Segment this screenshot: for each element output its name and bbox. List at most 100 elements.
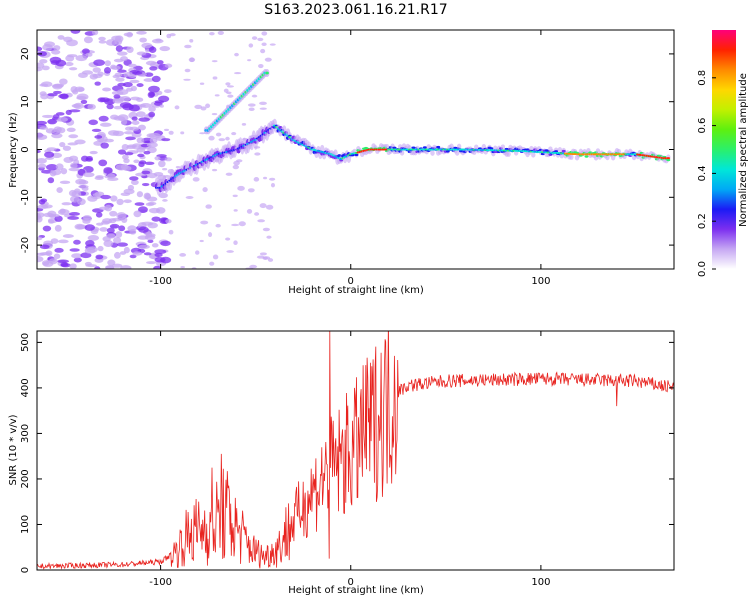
heatmap-cell: [209, 261, 215, 266]
heatmap-cell: [103, 167, 113, 174]
heatmap-cell: [180, 265, 185, 269]
heatmap-cell: [136, 30, 147, 35]
heatmap-cell: [168, 130, 174, 135]
heatmap-cell: [263, 176, 268, 180]
heatmap-cell: [37, 158, 47, 164]
heatmap-cell: [232, 164, 240, 170]
heatmap-cell: [59, 208, 66, 214]
heatmap-cell: [68, 67, 78, 71]
heatmap-cell: [137, 153, 145, 158]
heatmap-cell: [154, 156, 161, 161]
heatmap-cell: [53, 126, 62, 133]
heatmap-cell: [214, 94, 220, 97]
heatmap-cell: [247, 59, 252, 62]
heatmap-cell: [211, 60, 218, 63]
heatmap-cell: [97, 245, 104, 252]
heatmap-cell: [233, 240, 238, 246]
snr-y-tick-label: 500: [20, 333, 31, 352]
heatmap-cell: [66, 39, 78, 47]
heatmap-cell: [107, 259, 116, 266]
heatmap-cell: [605, 154, 610, 161]
heatmap-cell: [125, 126, 134, 131]
heatmap-cell: [48, 258, 58, 265]
spectrogram-y-ticks: -20 -10 0 10 20: [20, 48, 674, 253]
heatmap-cell: [110, 64, 117, 70]
heatmap-cell: [93, 59, 105, 66]
heatmap-cell: [249, 264, 258, 269]
heatmap-cell: [47, 118, 58, 125]
spectrogram-x-ticks: -100 0 100: [149, 30, 550, 287]
heatmap-cell: [69, 263, 77, 269]
heatmap-cell: [82, 215, 92, 220]
heatmap-cell: [85, 240, 95, 247]
heatmap-cell: [141, 42, 153, 49]
heatmap-cell: [200, 106, 207, 111]
heatmap-cell: [456, 143, 462, 150]
heatmap-cell: [506, 151, 511, 157]
heatmap-cell: [232, 194, 238, 198]
heatmap-cell: [37, 46, 43, 52]
heatmap-cell: [81, 70, 94, 75]
heatmap-cell: [151, 216, 161, 222]
heatmap-cell: [143, 78, 155, 82]
heatmap-cell: [113, 105, 123, 110]
heatmap-cell: [138, 226, 149, 233]
heatmap-cell: [80, 252, 92, 259]
heatmap-cell: [97, 71, 104, 77]
heatmap-cell: [430, 150, 435, 156]
heatmap-cell: [144, 161, 155, 165]
heatmap-cell: [666, 157, 671, 160]
heatmap-cell: [205, 103, 211, 109]
heatmap-cell: [217, 30, 224, 35]
heatmap-cell: [95, 212, 103, 218]
heatmap-cell: [123, 158, 130, 164]
heatmap-cell: [71, 103, 82, 108]
heatmap-cell: [164, 157, 173, 162]
heatmap-cell: [116, 212, 127, 219]
heatmap-cell: [254, 212, 260, 216]
heatmap-cell: [50, 60, 60, 65]
heatmap-cell: [114, 35, 124, 43]
heatmap-cell: [253, 177, 260, 182]
heatmap-cell: [265, 71, 269, 75]
heatmap-cell: [123, 131, 135, 135]
heatmap-cell: [132, 71, 143, 75]
heatmap-cell: [156, 60, 164, 65]
heatmap-cell: [595, 148, 601, 154]
heatmap-cell: [231, 223, 240, 227]
heatmap-cell: [248, 43, 254, 48]
heatmap-cell: [199, 239, 204, 243]
heatmap-cell: [125, 136, 136, 141]
heatmap-cell: [200, 220, 209, 225]
heatmap-cell: [53, 253, 61, 260]
heatmap-cell: [154, 252, 163, 258]
heatmap-cell: [199, 82, 205, 85]
heatmap-cell: [91, 30, 99, 36]
heatmap-cell: [455, 150, 460, 156]
heatmap-cell: [218, 138, 226, 142]
heatmap-cell: [215, 132, 222, 137]
heatmap-cell: [128, 63, 137, 68]
heatmap-cell: [131, 120, 140, 125]
heatmap-cell: [98, 115, 109, 122]
heatmap-cell: [143, 150, 151, 155]
heatmap-cell: [47, 210, 57, 218]
heatmap-cell: [42, 114, 54, 118]
heatmap-cell: [422, 146, 427, 149]
colorbar-tick-label: 0.2: [697, 213, 708, 229]
heatmap-marks: [37, 30, 671, 269]
heatmap-cell: [119, 102, 132, 109]
snr-y-ticks: 0 100 200 300 400 500: [20, 333, 674, 573]
snr-x-tick-label: 100: [531, 577, 550, 588]
heatmap-cell: [134, 202, 145, 206]
heatmap-cell: [233, 160, 240, 166]
heatmap-cell: [37, 149, 41, 154]
heatmap-cell: [129, 176, 139, 181]
heatmap-cell: [264, 57, 272, 62]
heatmap-cell: [136, 191, 144, 198]
heatmap-cell: [259, 107, 267, 110]
heatmap-cell: [47, 93, 58, 97]
heatmap-cell: [62, 145, 72, 151]
heatmap-cell: [212, 168, 218, 172]
heatmap-cell: [60, 167, 68, 175]
